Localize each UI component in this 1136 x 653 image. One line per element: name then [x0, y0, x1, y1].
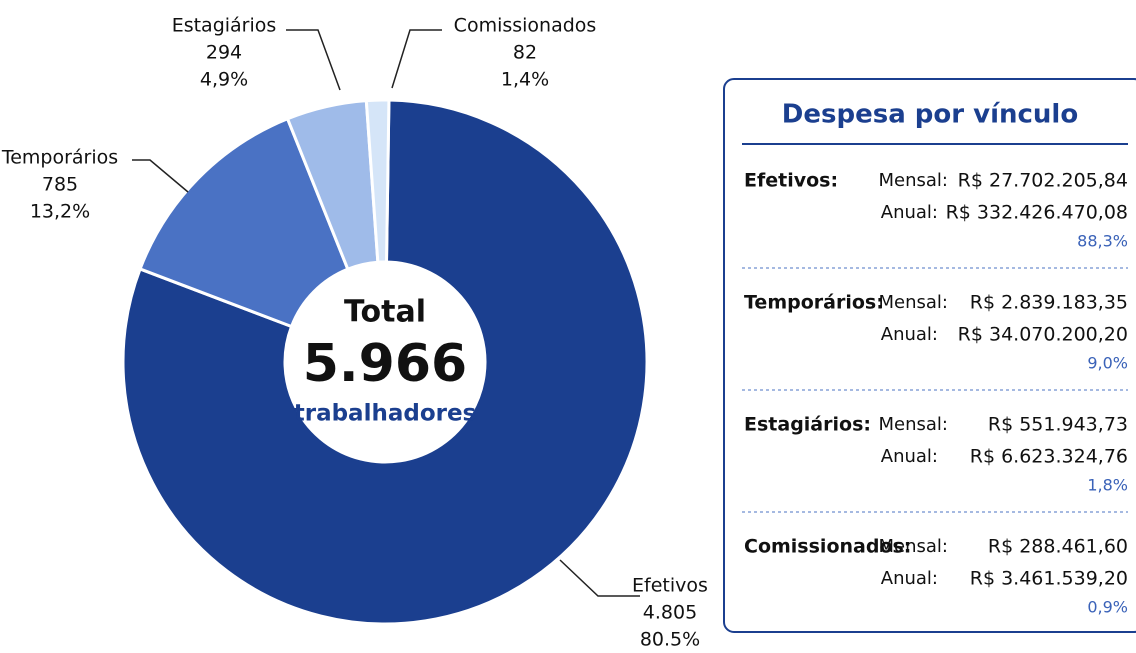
center-title: Total — [344, 295, 426, 330]
annual-value: R$ 6.623.324,76 — [970, 446, 1128, 468]
slice-name: Estagiários — [172, 15, 277, 37]
monthly-label: Mensal: — [879, 170, 949, 191]
center-value: 5.966 — [303, 334, 467, 394]
monthly-label: Mensal: — [879, 292, 949, 313]
share-value: 0,9% — [1087, 598, 1128, 617]
slice-value: 294 — [206, 42, 242, 64]
slice-name: Efetivos — [632, 575, 708, 597]
leader-line — [132, 159, 189, 193]
monthly-label: Mensal: — [879, 536, 949, 557]
slice-percent: 1,4% — [501, 69, 549, 91]
leader-line — [286, 29, 341, 91]
slice-value: 785 — [42, 174, 78, 196]
monthly-value: R$ 288.461,60 — [988, 536, 1128, 558]
slice-percent: 80.5% — [640, 629, 700, 651]
monthly-label: Mensal: — [879, 414, 949, 435]
annual-label: Anual: — [881, 202, 938, 223]
slice-name: Comissionados — [454, 15, 597, 37]
row-name: Comissionados: — [744, 536, 911, 558]
center-hole — [285, 262, 485, 462]
share-value: 9,0% — [1087, 354, 1128, 373]
row-name: Temporários: — [744, 292, 884, 314]
annual-label: Anual: — [881, 324, 938, 345]
slice-value: 4.805 — [643, 602, 697, 624]
slice-value: 82 — [513, 42, 537, 64]
row-name: Estagiários: — [744, 414, 871, 436]
table-box — [723, 78, 1136, 633]
annual-label: Anual: — [881, 568, 938, 589]
monthly-value: R$ 2.839.183,35 — [970, 292, 1128, 314]
annual-value: R$ 3.461.539,20 — [970, 568, 1128, 590]
center-subtitle: trabalhadores — [294, 401, 477, 427]
share-value: 1,8% — [1087, 476, 1128, 495]
row-name: Efetivos: — [744, 170, 838, 192]
leader-line — [559, 559, 640, 597]
monthly-value: R$ 551.943,73 — [988, 414, 1128, 436]
leader-line — [391, 29, 442, 89]
slice-name: Temporários — [1, 147, 118, 169]
annual-value: R$ 34.070.200,20 — [958, 324, 1128, 346]
table-title: Despesa por vínculo — [782, 100, 1078, 130]
monthly-value: R$ 27.702.205,84 — [958, 170, 1128, 192]
share-value: 88,3% — [1077, 232, 1128, 251]
annual-label: Anual: — [881, 446, 938, 467]
slice-percent: 4,9% — [200, 69, 248, 91]
slice-percent: 13,2% — [30, 201, 90, 223]
annual-value: R$ 332.426.470,08 — [946, 202, 1128, 224]
